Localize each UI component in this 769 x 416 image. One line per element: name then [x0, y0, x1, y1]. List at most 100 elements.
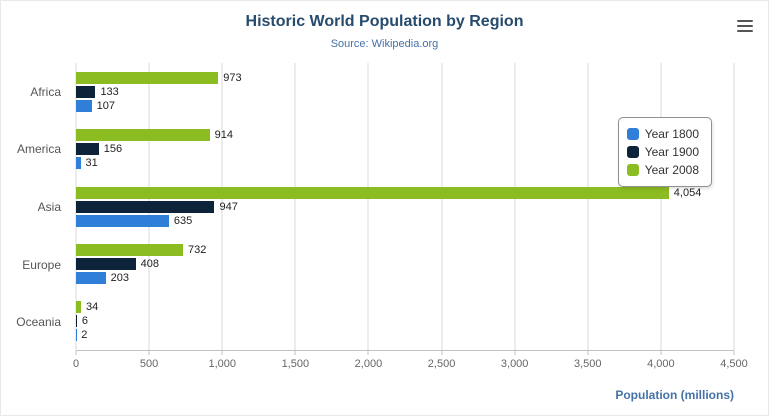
gridline	[294, 63, 296, 350]
bar-value-label: 6	[81, 315, 88, 328]
chart-subtitle: Source: Wikipedia.org	[330, 38, 439, 50]
bar-row: 6	[76, 315, 734, 328]
legend-item-year-2008[interactable]: Year 2008	[626, 163, 699, 177]
tick-label: 1,000	[208, 358, 236, 370]
bar-row: 635	[76, 214, 734, 227]
chart-title: Historic World Population by Region	[245, 13, 524, 30]
gridline	[733, 63, 735, 350]
legend-label: Year 2008	[644, 163, 699, 177]
legend-item-year-1800[interactable]: Year 1800	[626, 127, 699, 141]
tick-label: 0	[72, 358, 80, 370]
bar-value-label: 408	[140, 257, 160, 270]
bar-asia-year-1900[interactable]	[76, 200, 215, 213]
bar-row: 203	[76, 271, 734, 284]
bar-group-america: 914 156 31	[76, 120, 734, 177]
bar-group-africa: 973 133 107	[76, 63, 734, 120]
tick-mark	[660, 351, 662, 355]
bar-europe-year-1800[interactable]	[76, 271, 106, 284]
tick-mark	[367, 351, 369, 355]
bar-row: 732	[76, 243, 734, 256]
bar-america-year-1800[interactable]	[76, 157, 81, 170]
x-axis-title: Population (millions)	[615, 388, 734, 402]
category-label-africa: Africa	[30, 84, 61, 99]
legend-marker-year-1800	[626, 128, 639, 140]
bar-value-label: 133	[100, 85, 119, 98]
bar-value-label: 732	[188, 243, 207, 256]
gridline	[221, 63, 223, 350]
bar-row: 34	[76, 301, 734, 314]
legend-item-year-1900[interactable]: Year 1900	[626, 145, 699, 159]
tick-mark	[221, 351, 223, 355]
legend-marker-year-1900	[626, 146, 639, 158]
tick-mark	[733, 351, 735, 355]
bar-group-asia: 4,054 947 635	[76, 178, 734, 235]
bar-america-year-1900[interactable]	[76, 143, 99, 156]
bar-value-label: 914	[214, 129, 233, 142]
bar-row: 973	[76, 71, 734, 84]
x-axis: 0 500 1,000 1,500 2,000 2,500 3,000 3,500 4,000 4…	[72, 351, 748, 377]
tick-label: 2,000	[354, 358, 383, 370]
bar-value-label: 203	[110, 271, 130, 284]
legend-marker-year-2008	[626, 164, 639, 176]
tick-label: 3,500	[574, 358, 602, 370]
tick-label: 1,500	[281, 358, 310, 370]
bar-row: 914	[76, 129, 734, 142]
bar-america-year-2008[interactable]	[76, 129, 210, 142]
bar-africa-year-2008[interactable]	[76, 71, 219, 84]
gridline	[514, 63, 516, 350]
tick-label: 3,000	[500, 358, 529, 370]
gridline	[367, 63, 369, 350]
bar-row: 408	[76, 257, 734, 270]
bar-value-label: 2	[81, 329, 88, 342]
legend: Year 1800 Year 1900 Year 2008	[617, 117, 712, 187]
bar-value-label: 107	[96, 99, 115, 112]
bar-row: 4,054	[76, 186, 734, 199]
bar-group-oceania: 34 6 2	[76, 293, 734, 350]
category-axis: Africa America Asia Europe Oceania	[1, 63, 69, 351]
bar-oceania-year-2008[interactable]	[76, 301, 81, 314]
tick-mark	[514, 351, 516, 355]
tick-label: 500	[139, 358, 159, 370]
tick-mark	[148, 351, 150, 355]
bar-europe-year-2008[interactable]	[76, 243, 184, 256]
tick-mark	[294, 351, 296, 355]
bar-row: 156	[76, 143, 734, 156]
bar-row: 107	[76, 99, 734, 112]
bar-row: 947	[76, 200, 734, 213]
bar-africa-year-1900[interactable]	[76, 85, 96, 98]
tick-label: 4,000	[647, 358, 675, 370]
bar-row: 2	[76, 329, 734, 342]
bar-value-label: 31	[85, 157, 98, 170]
hamburger-menu-icon[interactable]	[734, 17, 756, 35]
category-label-europe: Europe	[22, 257, 61, 272]
gridline	[441, 63, 443, 350]
category-label-america: America	[16, 142, 61, 157]
bar-value-label: 34	[85, 301, 99, 314]
bar-value-label: 947	[219, 200, 238, 213]
bar-europe-year-1900[interactable]	[76, 257, 136, 270]
tick-mark	[75, 351, 77, 355]
bar-asia-year-2008[interactable]	[76, 186, 669, 199]
category-label-oceania: Oceania	[16, 315, 61, 330]
bar-oceania-year-1900[interactable]	[76, 315, 77, 328]
plot-area: 973 133 107 914 156 31 4,054 947 635 732 408 203 34 6…	[75, 63, 735, 351]
tick-label: 4,500	[720, 358, 748, 370]
bar-value-label: 973	[223, 71, 242, 84]
tick-mark	[441, 351, 443, 355]
bar-asia-year-1800[interactable]	[76, 214, 169, 227]
bar-value-label: 4,054	[673, 186, 702, 199]
tick-mark	[587, 351, 589, 355]
gridline	[587, 63, 589, 350]
legend-label: Year 1800	[644, 127, 699, 141]
legend-label: Year 1900	[644, 145, 699, 159]
gridline	[660, 63, 662, 350]
bar-row: 31	[76, 157, 734, 170]
bar-row: 133	[76, 85, 734, 98]
bar-africa-year-1800[interactable]	[76, 99, 92, 112]
bar-value-label: 156	[103, 143, 123, 156]
bar-group-europe: 732 408 203	[76, 235, 734, 292]
bar-value-label: 635	[173, 214, 193, 227]
tick-label: 2,500	[427, 358, 456, 370]
category-label-asia: Asia	[37, 199, 61, 214]
